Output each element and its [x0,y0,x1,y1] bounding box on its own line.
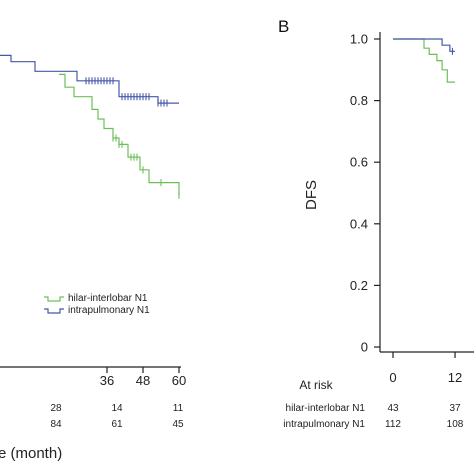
panel-b-y-ticks: 1.0 0.8 0.6 0.4 0.2 0 [350,32,380,355]
b-risk-intra-0: 112 [385,419,401,430]
panel-a-at-risk: 28 14 11 84 61 45 [50,403,184,430]
b-risk-hilar-12: 37 [449,403,461,414]
panel-b-y-tick-label-4: 0.2 [350,278,368,293]
legend-entry-intrapulmonary: intrapulmonary N1 [44,305,150,316]
panel-a: 36 48 60 hilar-interlobar N1 intrapulmonar… [0,54,186,462]
legend-swatch-hilar [44,296,64,302]
panel-b-at-risk: At risk hilar-interlobar N1 intrapulmona… [283,378,463,430]
panel-b-y-tick-label-2: 0.6 [350,155,368,170]
panel-b-y-tick-label-1: 0.8 [350,93,368,108]
panel-b-y-tick-label-5: 0 [361,340,368,355]
panel-b-y-tick-label-0: 1.0 [350,32,368,47]
legend-label-intrapulmonary: intrapulmonary N1 [68,305,150,316]
at-risk-label-hilar: hilar-interlobar N1 [286,403,366,414]
panel-b-x-tick-label-1: 12 [448,370,462,385]
a-risk-intra-60: 45 [172,419,184,430]
a-risk-hilar-36: 28 [50,403,62,414]
panel-b-y-tick-label-3: 0.4 [350,216,368,231]
legend-entry-hilar: hilar-interlobar N1 [44,293,148,304]
panel-b-curve-hilar [393,38,455,83]
a-risk-intra-48: 61 [111,419,123,430]
panel-a-x-axis-title: e (month) [0,445,62,462]
panel-a-curve-intrapulmonary [0,54,179,104]
panel-a-x-tick-label-0: 36 [100,373,114,388]
panel-b-curve-intrapulmonary [393,38,455,52]
panel-b-series [393,38,455,83]
a-risk-hilar-60: 11 [173,403,184,414]
legend-swatch-intrapulmonary [44,308,64,314]
panel-a-series [0,54,180,199]
a-risk-hilar-48: 14 [111,403,123,414]
panel-a-x-ticks: 36 48 60 [100,367,186,388]
panel-b-letter: B [278,17,289,36]
panel-b-x-ticks: 0 12 [389,352,462,385]
legend: hilar-interlobar N1 intrapulmonary N1 [44,293,150,316]
panel-b-y-axis-title: DFS [303,180,320,210]
at-risk-label-intra: intrapulmonary N1 [283,419,365,430]
b-risk-hilar-0: 43 [387,403,399,414]
at-risk-header: At risk [299,378,333,392]
a-risk-intra-36: 84 [50,419,62,430]
b-risk-intra-12: 108 [447,419,464,430]
legend-label-hilar: hilar-interlobar N1 [68,293,148,304]
panel-a-x-tick-label-2: 60 [172,373,186,388]
panel-b: B DFS 1.0 0.8 0.6 0.4 0.2 0 0 12 At risk hilar… [278,17,474,430]
panel-b-x-tick-label-0: 0 [389,370,396,385]
panel-a-x-tick-label-1: 48 [136,373,150,388]
